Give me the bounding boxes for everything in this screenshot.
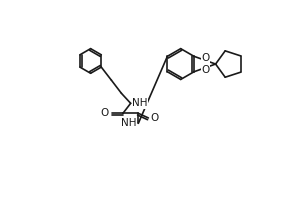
Text: O: O <box>202 53 210 63</box>
Text: O: O <box>202 65 210 75</box>
Text: NH: NH <box>121 118 136 128</box>
Text: O: O <box>151 113 159 123</box>
Text: NH: NH <box>132 98 148 108</box>
Text: O: O <box>101 108 109 118</box>
